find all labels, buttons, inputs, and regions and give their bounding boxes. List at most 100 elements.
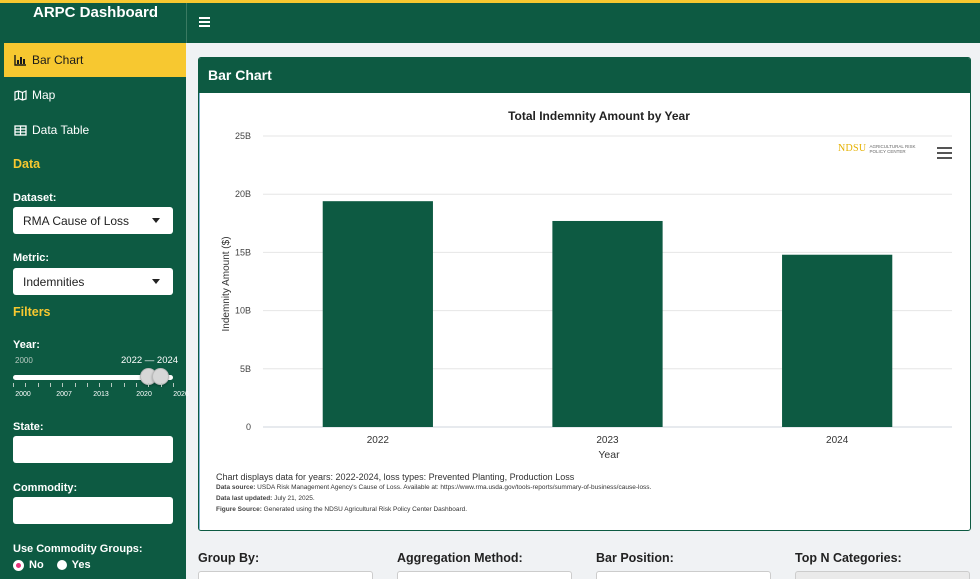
year-slider-range: 2022 — 2024 <box>121 355 179 366</box>
bar-2023[interactable] <box>552 220 663 427</box>
year-slider-tick-mark <box>99 383 101 387</box>
sidebar-item-bar-chart[interactable]: Bar Chart <box>4 43 186 77</box>
year-tick-label: 2007 <box>56 391 72 398</box>
state-label: State: <box>13 421 44 433</box>
y-tick-label: 5B <box>240 364 251 374</box>
figure-source-label: Figure Source: <box>216 506 262 513</box>
year-slider-tick-mark <box>49 383 51 387</box>
map-icon <box>14 89 30 101</box>
year-slider-tick-marks <box>13 383 175 388</box>
year-tick-label: 2000 <box>15 391 31 398</box>
radio-no[interactable] <box>13 559 24 571</box>
year-tick-label: 2026 <box>173 391 189 398</box>
commodity-input[interactable] <box>13 497 173 524</box>
figure-source-text: Generated using the NDSU Agricultural Ri… <box>261 506 468 513</box>
bar-position-label: Bar Position: <box>596 551 674 565</box>
bar-chart-svg: Total Indemnity Amount by Year 0 5B 10B 15B… <box>221 109 952 461</box>
y-tick-label: 25B <box>235 131 251 141</box>
state-input[interactable] <box>13 436 173 463</box>
group-by-label: Group By: <box>198 551 260 565</box>
dataset-select-value: RMA Cause of Loss <box>23 213 130 228</box>
chevron-down-icon <box>152 279 160 284</box>
y-tick-label: 0 <box>246 422 251 432</box>
year-label: Year: <box>13 339 40 351</box>
data-section-heading: Data <box>13 157 41 171</box>
radio-no-label: No <box>29 559 44 571</box>
data-source-note: Data source: USDA Risk Management Agency… <box>216 484 651 491</box>
top-n-categories-input[interactable] <box>795 571 970 579</box>
sidebar-item-data-table[interactable]: Data Table <box>4 113 186 147</box>
metric-select-value: Indemnities <box>23 274 85 289</box>
data-source-label: Data source: <box>216 484 256 491</box>
figure-source-note: Figure Source: Generated using the NDSU … <box>216 506 467 513</box>
year-slider-track[interactable] <box>13 375 173 380</box>
year-slider-min: 2000 <box>15 356 33 365</box>
year-slider-tick-mark <box>148 383 150 387</box>
year-tick-label: 2020 <box>136 391 152 398</box>
y-tick-label: 20B <box>235 189 251 199</box>
y-tick-label: 15B <box>235 247 251 257</box>
metric-select[interactable]: Indemnities <box>13 268 173 295</box>
chart-caption: Chart displays data for years: 2022-2024… <box>216 472 575 482</box>
data-updated-text: July 21, 2025. <box>272 495 315 502</box>
year-slider-tick-mark <box>74 383 76 387</box>
year-tick-label: 2013 <box>93 391 109 398</box>
sidebar-item-map[interactable]: Map <box>4 78 186 112</box>
table-icon <box>14 124 30 136</box>
sidebar-item-label: Map <box>32 88 56 102</box>
dataset-label: Dataset: <box>13 192 57 204</box>
bar-2024[interactable] <box>782 254 893 427</box>
year-slider-tick-mark <box>123 383 125 387</box>
data-source-text: USDA Risk Management Agency's Cause of L… <box>255 484 652 491</box>
x-axis-label: Year <box>598 449 620 461</box>
year-slider-ticks: 2000 2007 2013 2020 2026 <box>13 391 189 401</box>
bar-chart-card: Bar Chart Total Indemnity Amount by Year… <box>198 57 971 531</box>
data-updated-label: Data last updated: <box>216 495 273 502</box>
year-slider-tick-mark <box>13 383 14 387</box>
year-slider-tick-mark <box>173 383 174 387</box>
y-axis-label: Indemnity Amount ($) <box>221 236 232 331</box>
metric-label: Metric: <box>13 252 50 264</box>
aggregation-method-select[interactable] <box>397 571 572 579</box>
brand-bar: ARPC Dashboard <box>0 0 186 42</box>
year-slider-tick-mark <box>136 383 138 387</box>
top-n-categories-label: Top N Categories: <box>795 551 902 565</box>
bar-position-select[interactable] <box>596 571 771 579</box>
sidebar-item-label: Bar Chart <box>32 53 84 67</box>
chart-title: Total Indemnity Amount by Year <box>508 109 690 123</box>
aggregation-method-label: Aggregation Method: <box>397 551 523 565</box>
x-tick-label: 2022 <box>367 435 390 446</box>
year-slider-tick-mark <box>160 383 162 387</box>
chart-menu-icon[interactable] <box>937 147 952 162</box>
sidebar-toggle-icon[interactable] <box>199 17 210 29</box>
app-title: ARPC Dashboard <box>33 4 159 21</box>
bar-2022[interactable] <box>322 201 433 427</box>
chevron-down-icon <box>152 218 160 223</box>
year-slider-tick-mark <box>37 383 39 387</box>
card-title: Bar Chart <box>199 58 970 93</box>
commodity-groups-label: Use Commodity Groups: <box>13 543 143 555</box>
year-slider-tick-mark <box>25 383 27 387</box>
sidebar-item-label: Data Table <box>32 123 90 137</box>
data-updated-note: Data last updated: July 21, 2025. <box>216 495 315 502</box>
sidebar: ARPC Dashboard Bar Chart Map Data Table … <box>0 0 189 579</box>
dataset-select[interactable]: RMA Cause of Loss <box>13 207 173 234</box>
x-tick-label: 2024 <box>826 435 849 446</box>
year-slider-tick-mark <box>62 383 64 387</box>
bar-chart-icon <box>14 54 30 66</box>
year-slider-tick-mark <box>86 383 88 387</box>
logo-text: NDSU <box>838 143 867 154</box>
x-tick-label: 2023 <box>596 435 619 446</box>
logo-subtext: AGRICULTURAL RISK POLICY CENTER <box>869 143 916 154</box>
group-by-select[interactable] <box>198 571 373 579</box>
ndsu-logo: NDSU AGRICULTURAL RISK POLICY CENTER <box>838 143 927 154</box>
radio-yes[interactable] <box>56 560 67 570</box>
year-slider-tick-mark <box>111 383 113 387</box>
top-accent-stripe <box>0 0 980 3</box>
top-navbar <box>186 0 980 43</box>
commodity-label: Commodity: <box>13 482 78 494</box>
radio-yes-label: Yes <box>71 559 91 571</box>
y-tick-label: 10B <box>235 306 251 316</box>
filters-section-heading: Filters <box>13 305 51 319</box>
chart-container: Total Indemnity Amount by Year 0 5B 10B 15B… <box>199 93 970 530</box>
